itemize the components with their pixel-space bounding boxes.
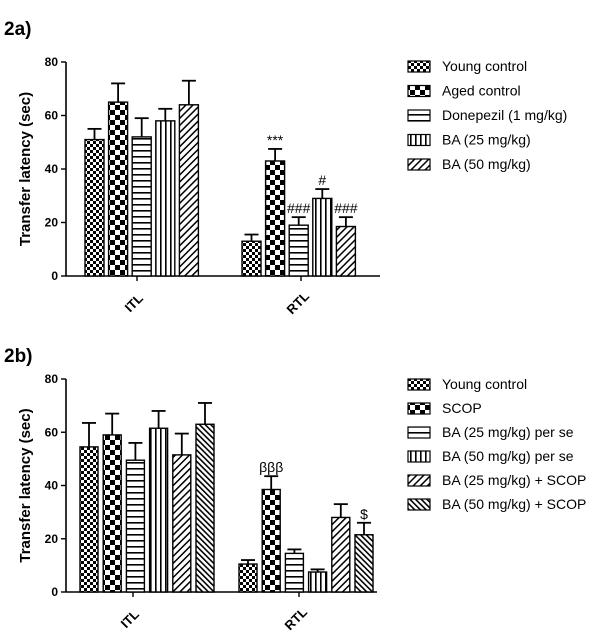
legend-label: BA (50 mg/kg) + SCOP: [442, 496, 586, 512]
bar: [264, 160, 286, 277]
bar: [155, 120, 176, 277]
y-tick-label: 60: [45, 425, 59, 439]
legend: Young control SCOP BA (25 mg/kg) per se BA …: [407, 376, 586, 512]
bar: [312, 197, 333, 277]
panel-1: 2a) 0 20 40 60 80 Transfer latency (sec) ITL RTL…: [4, 19, 567, 317]
bar: [284, 552, 305, 593]
y-tick-label: 40: [45, 479, 59, 493]
bar: [172, 454, 192, 593]
bar: [102, 434, 122, 593]
legend-label: Young control: [442, 376, 527, 392]
legend-label: BA (50 mg/kg) per se: [442, 448, 574, 464]
legend-label: SCOP: [442, 400, 482, 416]
bar: [307, 571, 328, 593]
legend-swatch: [407, 84, 431, 98]
legend-swatch: [407, 158, 431, 171]
x-tick-label: ITL: [122, 291, 146, 315]
bar: [354, 534, 374, 593]
significance-label: $: [360, 506, 368, 522]
panel-label: 2b): [4, 346, 33, 367]
significance-label: ###: [334, 200, 358, 216]
significance-label: ###: [287, 200, 311, 216]
legend-swatch: [407, 133, 431, 147]
legend-label: BA (25 mg/kg) + SCOP: [442, 472, 586, 488]
bar: [79, 446, 99, 593]
y-tick-label: 80: [45, 372, 59, 386]
bar: [107, 101, 129, 277]
bar: [288, 224, 309, 277]
legend-swatch: [407, 378, 431, 391]
legend-swatch: [407, 109, 431, 122]
bar: [261, 488, 281, 593]
y-tick-label: 0: [51, 585, 58, 599]
y-tick-label: 40: [45, 162, 59, 176]
y-tick-label: 60: [45, 109, 59, 123]
bar: [125, 459, 146, 593]
significance-label: #: [318, 172, 326, 188]
x-tick-label: RTL: [282, 605, 311, 633]
legend-label: BA (25 mg/kg): [442, 132, 531, 148]
legend-swatch: [407, 426, 431, 439]
legend-swatch: [407, 60, 431, 73]
y-tick-label: 20: [45, 532, 59, 546]
legend-swatch: [407, 450, 431, 463]
legend-swatch: [407, 498, 431, 511]
y-tick-label: 20: [45, 216, 59, 230]
bar: [241, 240, 262, 277]
legend: Young control Aged control Donepezil (1 mg…: [407, 58, 567, 172]
bar: [178, 104, 200, 277]
y-axis-label: Transfer latency (sec): [17, 92, 34, 246]
legend-label: BA (50 mg/kg): [442, 156, 531, 172]
legend-swatch: [407, 402, 431, 415]
bar: [331, 516, 351, 593]
panel-label: 2a): [4, 19, 31, 40]
x-tick-label: ITL: [118, 607, 142, 631]
y-axis-label: Transfer latency (sec): [17, 408, 34, 562]
x-tick-label: RTL: [284, 289, 313, 318]
significance-label: ***: [267, 132, 284, 148]
bar: [195, 423, 215, 593]
legend-label: Aged control: [442, 83, 521, 99]
legend-label: BA (25 mg/kg) per se: [442, 424, 574, 440]
bar: [335, 225, 357, 277]
y-tick-label: 0: [51, 269, 58, 283]
significance-label: βββ: [259, 459, 283, 475]
panel-2: 2b) 0 20 40 60 80 Transfer latency (sec) ITL RTL…: [4, 346, 586, 633]
bar: [84, 138, 105, 277]
legend-swatch: [407, 474, 431, 487]
bar: [131, 136, 152, 277]
legend-label: Donepezil (1 mg/kg): [442, 107, 567, 123]
bar: [148, 427, 169, 593]
bar: [238, 563, 258, 593]
y-tick-label: 80: [45, 55, 59, 69]
legend-label: Young control: [442, 58, 527, 74]
